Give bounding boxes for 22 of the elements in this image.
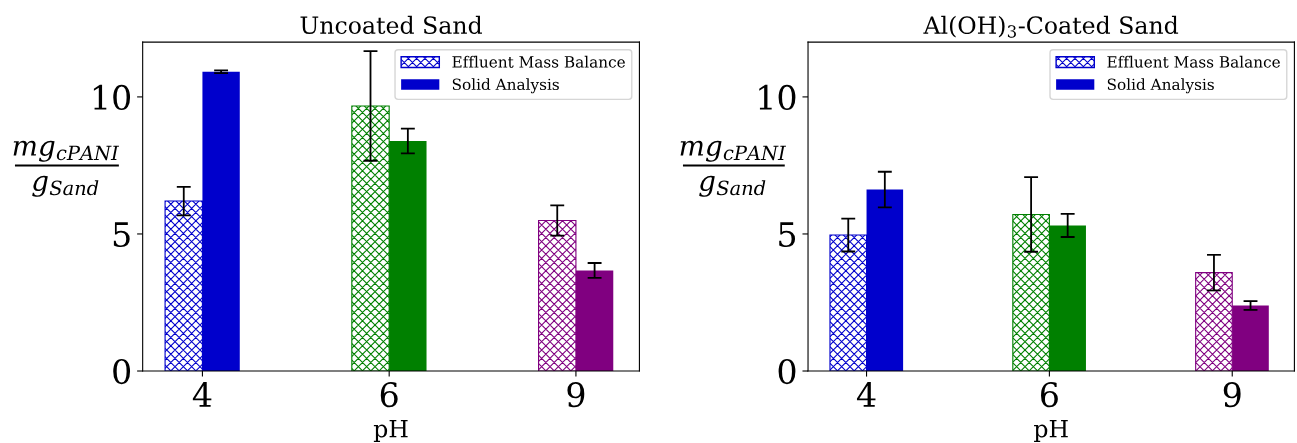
y-tick-label: 10 <box>93 84 131 111</box>
x-axis-title: pH <box>1034 419 1068 443</box>
legend-label: Solid Analysis <box>1107 78 1214 94</box>
chart-title: Al(OH)$_{3}$-Coated Sand <box>923 15 1179 38</box>
y-tick-label: 5 <box>779 222 796 248</box>
y-tick-label: 0 <box>778 358 796 385</box>
legend-label: Effluent Mass Balance <box>452 55 625 68</box>
x-tick-label: 6 <box>380 382 398 408</box>
y-tick-label: 10 <box>759 84 796 111</box>
y-tick-label: 0 <box>113 358 131 385</box>
y-tick-label: 5 <box>113 222 130 248</box>
chart-title: Uncoated Sand <box>300 15 482 35</box>
x-tick-label: 6 <box>1041 382 1058 408</box>
x-tick-label: 9 <box>1223 382 1241 408</box>
x-axis-title: pH <box>373 419 408 443</box>
y-axis-title: mg$_{cPANI}$ g$_{Sand}$ <box>680 140 787 197</box>
x-tick-label: 9 <box>567 382 585 408</box>
y-axis-title: mg$_{cPANI}$ g$_{Sand}$ <box>13 140 120 197</box>
x-tick-label: 4 <box>856 382 876 407</box>
x-tick-label: 4 <box>192 382 212 407</box>
legend-label: Effluent Mass Balance <box>1107 55 1280 68</box>
legend-label: Solid Analysis <box>452 78 559 94</box>
